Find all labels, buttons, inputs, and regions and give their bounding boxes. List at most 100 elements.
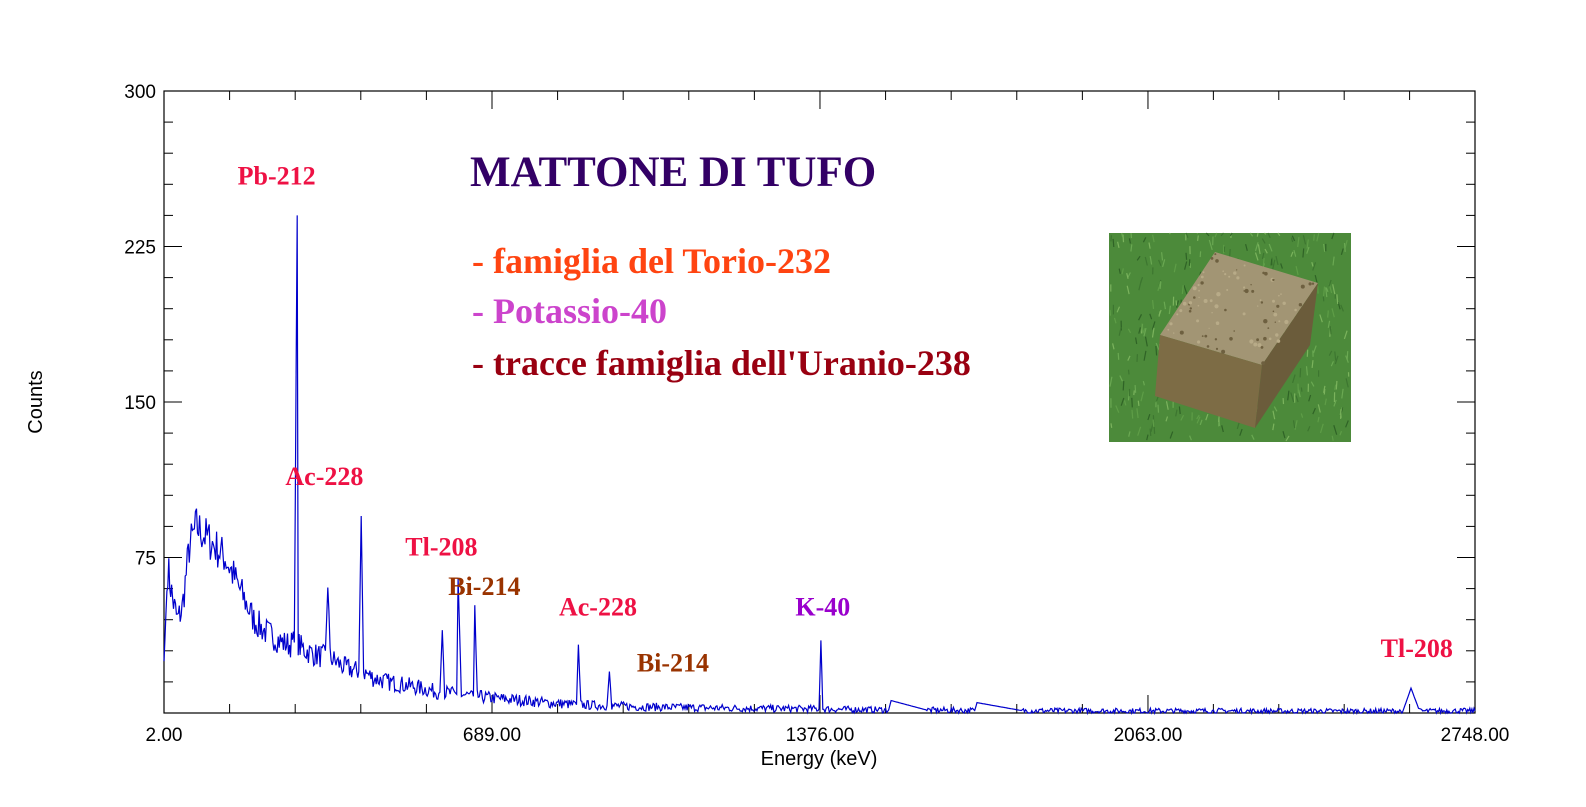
x-tick-label: 2748.00 — [1441, 725, 1510, 746]
brick-pore — [1188, 301, 1193, 305]
grass-blade — [1334, 384, 1337, 391]
minor-ticks — [164, 91, 1475, 713]
grass-blade — [1109, 309, 1112, 316]
grass-blade — [1144, 336, 1148, 347]
brick-pore — [1193, 296, 1196, 299]
grass-blade — [1272, 410, 1276, 420]
grass-blade — [1306, 239, 1309, 249]
grass-blade — [1184, 261, 1188, 270]
grass-blade — [1147, 414, 1151, 421]
y-tick-label: 75 — [135, 549, 156, 570]
brick-pore — [1224, 273, 1227, 276]
grass-blade — [1330, 361, 1334, 367]
grass-blade — [1165, 416, 1169, 422]
grass-blade — [1117, 352, 1120, 360]
grass-blade — [1317, 404, 1321, 413]
grass-blade — [1325, 287, 1329, 293]
brick-pore — [1278, 294, 1280, 297]
grass-blade — [1146, 434, 1149, 441]
y-tick-label: 225 — [124, 238, 156, 259]
grass-blade — [1113, 317, 1117, 324]
grass-blade — [1159, 281, 1162, 289]
brick-pore — [1282, 301, 1286, 305]
grass-blade — [1311, 262, 1314, 267]
grass-blade — [1300, 413, 1304, 418]
brick-pore — [1210, 257, 1214, 260]
grass-blade — [1300, 387, 1303, 392]
grass-blade — [1115, 405, 1120, 413]
grass-blade — [1343, 330, 1348, 340]
grass-blade — [1181, 285, 1184, 294]
grass-blade — [1119, 375, 1123, 382]
y-axis-title: Counts — [25, 370, 47, 433]
grass-blade — [1205, 232, 1210, 237]
grass-blade — [1183, 285, 1188, 295]
brick-pore — [1222, 270, 1224, 273]
brick-pore — [1233, 271, 1237, 275]
grass-blade — [1254, 252, 1259, 261]
peak-label: Pb-212 — [238, 161, 316, 190]
brick-pore — [1214, 338, 1218, 341]
grass-blade — [1149, 313, 1153, 320]
brick-pore — [1259, 299, 1262, 301]
grass-blade — [1261, 252, 1265, 260]
grass-blade — [1254, 242, 1259, 252]
brick-pore — [1203, 299, 1208, 303]
grass-blade — [1168, 305, 1171, 315]
brick-pore — [1179, 309, 1183, 313]
brick-pore — [1216, 292, 1221, 297]
grass-blade — [1312, 345, 1317, 354]
grass-blade — [1267, 232, 1271, 239]
brick-pore — [1261, 361, 1265, 366]
grass-blade — [1118, 326, 1122, 336]
brick-pore — [1242, 312, 1246, 316]
grass-blade — [1140, 391, 1144, 402]
brick-pore — [1167, 328, 1170, 331]
grass-blade — [1185, 252, 1188, 260]
grass-blade — [1169, 431, 1174, 439]
grass-blade — [1137, 426, 1142, 436]
brick-pore — [1294, 308, 1297, 312]
grass-blade — [1312, 262, 1317, 271]
grass-blade — [1121, 232, 1124, 238]
x-tick-label: 1376.00 — [786, 725, 855, 746]
grass-blade — [1249, 232, 1254, 237]
grass-blade — [1151, 327, 1155, 338]
brick-pore — [1197, 304, 1200, 307]
grass-blade — [1229, 232, 1233, 237]
grass-blade — [1127, 355, 1131, 361]
brick-pore — [1214, 253, 1217, 256]
grass-blade — [1126, 285, 1130, 295]
grass-blade — [1126, 272, 1129, 279]
grass-blade — [1292, 374, 1296, 384]
grass-blade — [1143, 327, 1147, 337]
grass-blade — [1175, 409, 1178, 417]
grass-blade — [1262, 257, 1265, 267]
grass-blade — [1256, 232, 1259, 237]
grass-blade — [1261, 238, 1266, 244]
grass-blade — [1155, 345, 1158, 356]
grass-blade — [1290, 251, 1294, 257]
grass-blade — [1199, 419, 1203, 426]
grass-blade — [1251, 434, 1255, 440]
grass-blade — [1336, 294, 1339, 305]
x-tick-label: 2.00 — [146, 725, 183, 746]
brick-pore — [1169, 322, 1173, 326]
brick-pore — [1267, 327, 1270, 329]
grass-blade — [1334, 355, 1339, 365]
grass-blade — [1143, 350, 1147, 361]
grass-blade — [1176, 300, 1180, 308]
grass-blade — [1273, 406, 1278, 412]
grass-blade — [1220, 232, 1224, 237]
brick-pore — [1200, 275, 1204, 279]
grass-blade — [1332, 256, 1335, 266]
grass-blade — [1161, 252, 1164, 261]
brick-pore — [1311, 282, 1315, 285]
grass-blade — [1327, 310, 1329, 318]
grass-blade — [1340, 304, 1344, 312]
grass-blade — [1142, 237, 1147, 243]
grass-blade — [1120, 397, 1125, 406]
grass-blade — [1313, 234, 1315, 241]
peak-label: Bi-214 — [448, 572, 520, 601]
grass-blade — [1323, 388, 1326, 395]
